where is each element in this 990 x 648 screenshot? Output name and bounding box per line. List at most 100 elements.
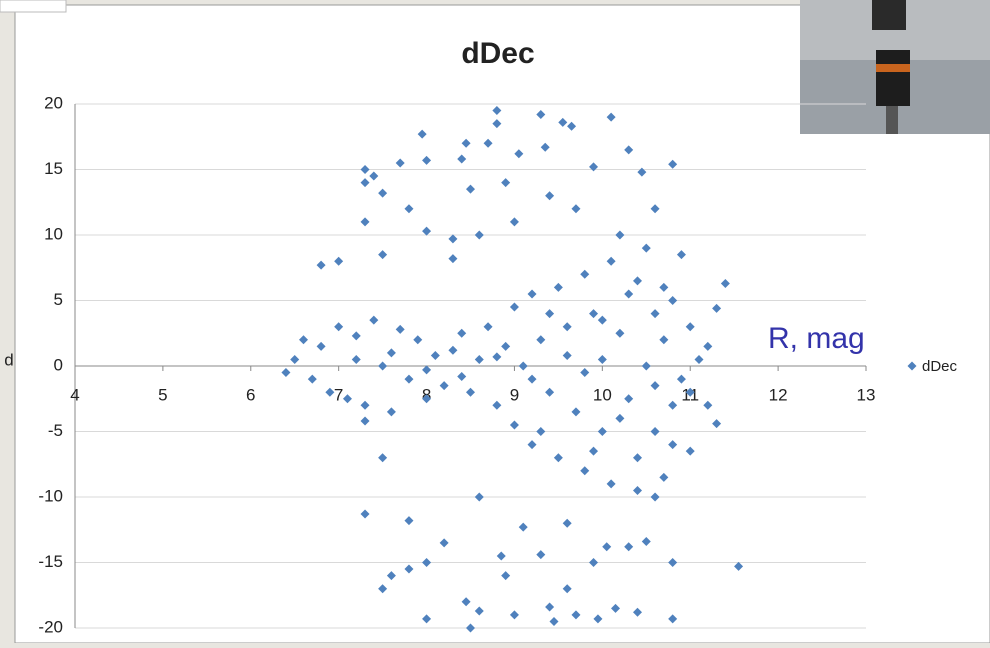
y-tick-label: -15 bbox=[38, 552, 63, 571]
y-tick-label: -20 bbox=[38, 617, 63, 636]
point bbox=[580, 368, 590, 378]
photo-post bbox=[886, 106, 898, 134]
point bbox=[518, 522, 528, 532]
point bbox=[734, 561, 744, 571]
point bbox=[404, 204, 414, 214]
x-tick-label: 9 bbox=[510, 385, 519, 404]
point bbox=[615, 230, 625, 240]
point bbox=[615, 328, 625, 338]
point bbox=[641, 243, 651, 253]
point bbox=[685, 322, 695, 332]
point bbox=[632, 485, 642, 495]
point bbox=[668, 296, 678, 305]
photo-mount bbox=[872, 0, 906, 30]
point bbox=[360, 400, 370, 410]
point bbox=[360, 165, 370, 174]
point bbox=[562, 351, 572, 361]
chart-title: dDec bbox=[461, 37, 534, 70]
point bbox=[307, 374, 317, 384]
point bbox=[483, 322, 493, 332]
point bbox=[606, 112, 616, 122]
y-tick-label: 10 bbox=[44, 224, 63, 243]
point bbox=[650, 309, 660, 319]
y-tick-label: -10 bbox=[38, 486, 63, 505]
legend-label: dDec bbox=[922, 358, 958, 375]
point bbox=[474, 354, 484, 364]
point bbox=[492, 400, 502, 410]
point bbox=[509, 302, 519, 312]
point bbox=[386, 407, 396, 417]
point bbox=[659, 335, 669, 345]
point bbox=[659, 472, 669, 482]
point bbox=[668, 440, 678, 450]
x-tick-label: 12 bbox=[769, 385, 788, 404]
point bbox=[492, 106, 502, 116]
point bbox=[325, 387, 335, 397]
point bbox=[386, 571, 396, 581]
point bbox=[448, 234, 458, 244]
point bbox=[466, 387, 475, 397]
point bbox=[597, 354, 607, 364]
point bbox=[668, 558, 678, 567]
point bbox=[461, 597, 471, 607]
point bbox=[422, 365, 432, 375]
point bbox=[369, 315, 379, 325]
y-tick-label: 5 bbox=[54, 290, 63, 309]
point bbox=[562, 518, 572, 528]
point bbox=[580, 269, 590, 279]
point bbox=[685, 387, 695, 397]
point bbox=[439, 381, 449, 391]
point bbox=[474, 492, 484, 502]
point bbox=[650, 427, 660, 436]
point bbox=[685, 446, 695, 456]
point bbox=[430, 351, 440, 361]
point bbox=[641, 537, 651, 547]
point bbox=[632, 607, 642, 617]
point bbox=[281, 368, 291, 378]
point bbox=[632, 276, 642, 286]
point bbox=[558, 117, 568, 127]
point bbox=[342, 394, 352, 404]
point bbox=[668, 159, 678, 169]
point bbox=[316, 260, 326, 270]
point bbox=[351, 331, 361, 341]
x-tick-label: 6 bbox=[246, 385, 255, 404]
point bbox=[413, 335, 423, 345]
point bbox=[606, 479, 616, 489]
point bbox=[422, 226, 432, 236]
point bbox=[360, 178, 370, 188]
point bbox=[395, 324, 405, 334]
point bbox=[536, 335, 546, 345]
point bbox=[540, 142, 550, 152]
point bbox=[378, 453, 388, 463]
point bbox=[545, 309, 555, 319]
point bbox=[422, 394, 432, 404]
point bbox=[461, 138, 471, 148]
point bbox=[567, 121, 577, 131]
point bbox=[720, 278, 730, 288]
point bbox=[501, 178, 511, 188]
x-tick-label: 7 bbox=[334, 385, 343, 404]
point bbox=[466, 623, 475, 633]
point bbox=[360, 217, 370, 227]
point bbox=[378, 361, 388, 371]
point bbox=[659, 282, 669, 292]
point bbox=[553, 282, 563, 292]
point bbox=[637, 167, 647, 177]
x-tick-label: 13 bbox=[857, 385, 876, 404]
point bbox=[422, 155, 432, 165]
point bbox=[571, 610, 581, 620]
frame-tab bbox=[0, 0, 67, 13]
point bbox=[668, 400, 678, 410]
point bbox=[351, 354, 361, 364]
point bbox=[360, 416, 370, 426]
point bbox=[593, 614, 603, 624]
point bbox=[474, 606, 484, 616]
point bbox=[562, 584, 572, 594]
point bbox=[703, 341, 713, 351]
point bbox=[378, 188, 388, 198]
y-axis-label: d bbox=[4, 350, 13, 369]
annotation: R, mag bbox=[768, 322, 865, 355]
point bbox=[545, 191, 555, 201]
